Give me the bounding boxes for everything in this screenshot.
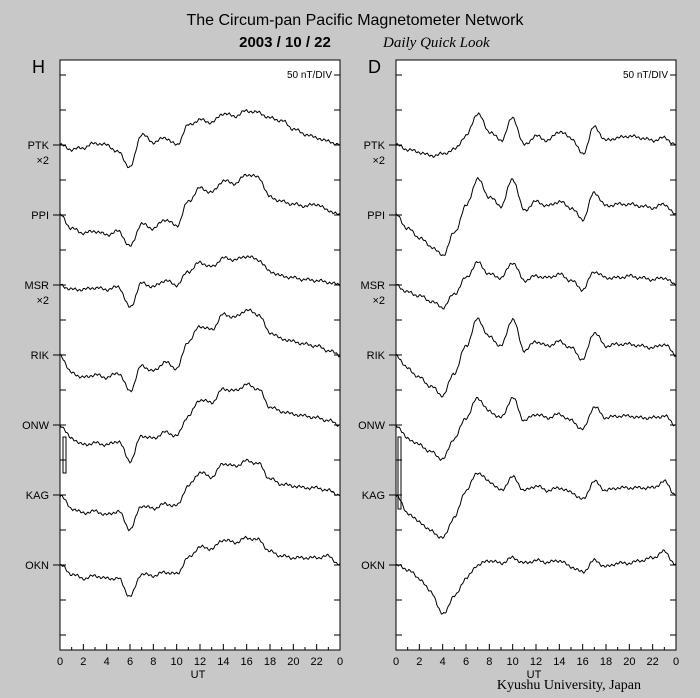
station-multiplier: ×2 [372, 155, 385, 167]
x-tick-label: 0 [57, 656, 63, 668]
x-tick-label: 4 [104, 656, 110, 668]
x-tick-label: 8 [486, 656, 492, 668]
station-label: RIK [31, 350, 50, 362]
x-tick-label: 8 [150, 656, 156, 668]
station-label: RIK [367, 350, 386, 362]
station-trace [59, 109, 341, 169]
x-tick-label: 20 [623, 656, 635, 668]
station-trace [395, 317, 677, 398]
station-label: PPI [367, 210, 385, 222]
x-tick-label: 20 [287, 656, 299, 668]
x-tick-label: 18 [264, 656, 276, 668]
station-trace [59, 255, 341, 308]
station-label: MSR [25, 280, 50, 292]
plot-area-h [59, 59, 341, 651]
chart-date: 2003 / 10 / 22 [239, 34, 331, 51]
scale-bar-d [397, 436, 402, 510]
station-trace [59, 535, 341, 598]
station-label: MSR [361, 280, 386, 292]
panel-d: D 50 nT/DIV UT 0 2 4 6 8 10 12 14 16 18 20 22 0 PTK ×… [358, 57, 679, 681]
x-tick-label: 10 [171, 656, 183, 668]
station-label: ONW [22, 420, 50, 432]
station-multiplier: ×2 [372, 295, 385, 307]
x-tick-label: 12 [530, 656, 542, 668]
x-tick-label: 16 [241, 656, 253, 668]
panel-h: H 50 nT/DIV UT 0 2 4 6 8 10 12 14 16 18 20 22 0 PTK ×… [22, 57, 343, 681]
x-tick-label: 2 [80, 656, 86, 668]
station-label: KAG [26, 490, 49, 502]
chart-title: The Circum-pan Pacific Magnetometer Netw… [186, 12, 524, 29]
station-trace [395, 176, 677, 257]
station-trace [59, 308, 341, 393]
x-tick-label: 18 [600, 656, 612, 668]
plot-area-d [395, 59, 677, 651]
scale-label-h: 50 nT/DIV [287, 70, 332, 81]
x-tick-label: 22 [311, 656, 323, 668]
footer-credit: Kyushu University, Japan [497, 678, 641, 693]
station-label: OKN [361, 560, 385, 572]
station-label: PTK [28, 140, 50, 152]
x-ticks-h: 0 2 4 6 8 10 12 14 16 18 20 22 0 [57, 74, 343, 668]
station-label: ONW [358, 420, 386, 432]
x-tick-label: 6 [127, 656, 133, 668]
station-trace [59, 458, 341, 532]
station-label: KAG [362, 490, 385, 502]
chart-subtitle: Daily Quick Look [382, 35, 490, 51]
scale-bar-h [62, 436, 67, 474]
x-tick-label: 0 [673, 656, 679, 668]
station-trace [395, 472, 677, 540]
station-traces-h: PTK ×2 PPI MSR ×2 RIK ONW KAG OKN [22, 109, 341, 598]
x-tick-label: 10 [507, 656, 519, 668]
station-label: PPI [31, 210, 49, 222]
station-label: PTK [364, 140, 386, 152]
station-multiplier: ×2 [36, 155, 49, 167]
x-tick-label: 22 [647, 656, 659, 668]
station-trace [59, 173, 341, 247]
station-trace [395, 112, 677, 159]
x-tick-label: 0 [393, 656, 399, 668]
panel-label-h: H [32, 57, 45, 77]
station-label: OKN [25, 560, 49, 572]
x-axis-label-d: UT [527, 669, 542, 681]
station-trace [395, 549, 677, 615]
x-tick-label: 12 [194, 656, 206, 668]
station-traces-d: PTK ×2 PPI MSR ×2 RIK ONW KAG OKN [358, 112, 677, 615]
x-tick-label: 2 [416, 656, 422, 668]
x-tick-label: 14 [217, 656, 229, 668]
x-tick-label: 4 [440, 656, 446, 668]
x-tick-label: 6 [463, 656, 469, 668]
x-tick-label: 16 [577, 656, 589, 668]
x-axis-label-h: UT [191, 669, 206, 681]
x-tick-label: 0 [337, 656, 343, 668]
station-trace [59, 382, 340, 464]
x-tick-label: 14 [553, 656, 565, 668]
station-trace [395, 260, 677, 310]
panel-label-d: D [368, 57, 381, 77]
station-trace [395, 396, 677, 462]
station-multiplier: ×2 [36, 295, 49, 307]
scale-label-d: 50 nT/DIV [623, 70, 668, 81]
